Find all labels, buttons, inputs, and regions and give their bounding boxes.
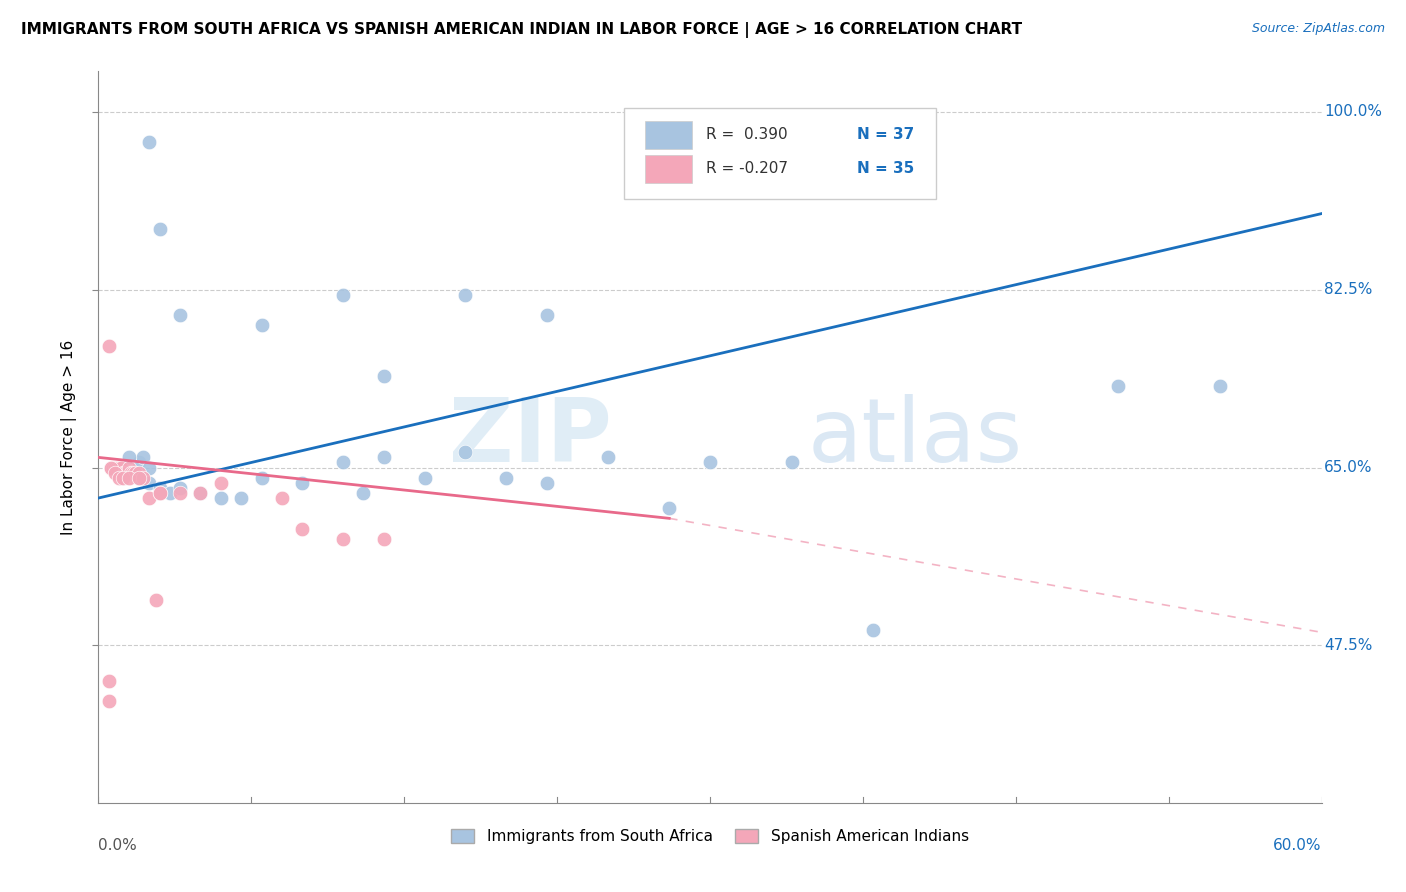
Point [138, 491, 160, 505]
Point [114, 466, 136, 480]
Point [536, 308, 558, 322]
Point [495, 471, 517, 485]
Text: R =  0.390: R = 0.390 [706, 128, 787, 143]
Text: 100.0%: 100.0% [1324, 104, 1382, 120]
Point [97, 338, 120, 352]
Text: 82.5%: 82.5% [1324, 282, 1372, 297]
Point [101, 460, 124, 475]
Point [780, 455, 803, 469]
Point [373, 450, 395, 465]
Point [169, 486, 191, 500]
Text: R = -0.207: R = -0.207 [706, 161, 789, 176]
Point [118, 450, 141, 465]
Point [658, 501, 681, 516]
Point [138, 136, 160, 150]
Point [111, 466, 134, 480]
Point [188, 486, 212, 500]
Point [118, 471, 141, 485]
Point [373, 369, 395, 384]
Point [231, 491, 253, 505]
Point [149, 481, 172, 495]
Point [118, 460, 141, 475]
Point [145, 592, 167, 607]
Point [105, 460, 128, 475]
Point [108, 471, 131, 485]
Point [209, 475, 232, 490]
Point [149, 486, 172, 500]
Point [332, 455, 354, 469]
Text: atlas: atlas [808, 393, 1024, 481]
Point [111, 471, 134, 485]
Point [332, 288, 354, 302]
Text: ZIP: ZIP [450, 393, 612, 481]
Point [115, 466, 138, 480]
Point [598, 450, 620, 465]
Point [104, 466, 127, 480]
Text: 47.5%: 47.5% [1324, 638, 1372, 653]
Point [100, 460, 122, 475]
Bar [645, 154, 692, 183]
Point [291, 521, 314, 535]
Point [104, 460, 127, 475]
Text: Source: ZipAtlas.com: Source: ZipAtlas.com [1251, 22, 1385, 36]
Point [291, 475, 314, 490]
Y-axis label: In Labor Force | Age > 16: In Labor Force | Age > 16 [60, 340, 77, 534]
Point [108, 460, 131, 475]
Point [862, 623, 884, 637]
Point [97, 694, 120, 708]
Text: 60.0%: 60.0% [1274, 838, 1322, 854]
Point [169, 481, 191, 495]
Point [138, 460, 160, 475]
Text: 0.0%: 0.0% [98, 838, 138, 854]
Point [149, 222, 172, 236]
Point [209, 491, 232, 505]
Point [188, 486, 212, 500]
Point [169, 308, 191, 322]
Point [454, 445, 477, 459]
Bar [645, 121, 692, 149]
Point [454, 288, 477, 302]
Point [413, 471, 436, 485]
Point [699, 455, 721, 469]
Point [124, 466, 146, 480]
Point [132, 471, 155, 485]
Text: IMMIGRANTS FROM SOUTH AFRICA VS SPANISH AMERICAN INDIAN IN LABOR FORCE | AGE > 1: IMMIGRANTS FROM SOUTH AFRICA VS SPANISH … [21, 22, 1022, 38]
Legend: Immigrants from South Africa, Spanish American Indians: Immigrants from South Africa, Spanish Am… [446, 822, 974, 850]
Point [128, 471, 150, 485]
Text: N = 37: N = 37 [856, 128, 914, 143]
Point [159, 486, 181, 500]
Point [128, 466, 150, 480]
Point [1107, 379, 1129, 393]
Text: N = 35: N = 35 [856, 161, 914, 176]
Point [100, 460, 122, 475]
Point [332, 532, 354, 546]
Point [536, 475, 558, 490]
Point [110, 460, 132, 475]
Point [122, 466, 145, 480]
Point [120, 466, 142, 480]
Text: 65.0%: 65.0% [1324, 460, 1372, 475]
Point [1209, 379, 1232, 393]
Point [128, 471, 150, 485]
Point [149, 486, 172, 500]
Point [97, 673, 120, 688]
Point [132, 450, 155, 465]
Point [138, 475, 160, 490]
Point [352, 486, 374, 500]
Point [270, 491, 294, 505]
Point [373, 532, 395, 546]
Point [128, 455, 150, 469]
Point [250, 471, 273, 485]
Point [124, 466, 146, 480]
Point [250, 318, 273, 333]
FancyBboxPatch shape [624, 108, 936, 200]
